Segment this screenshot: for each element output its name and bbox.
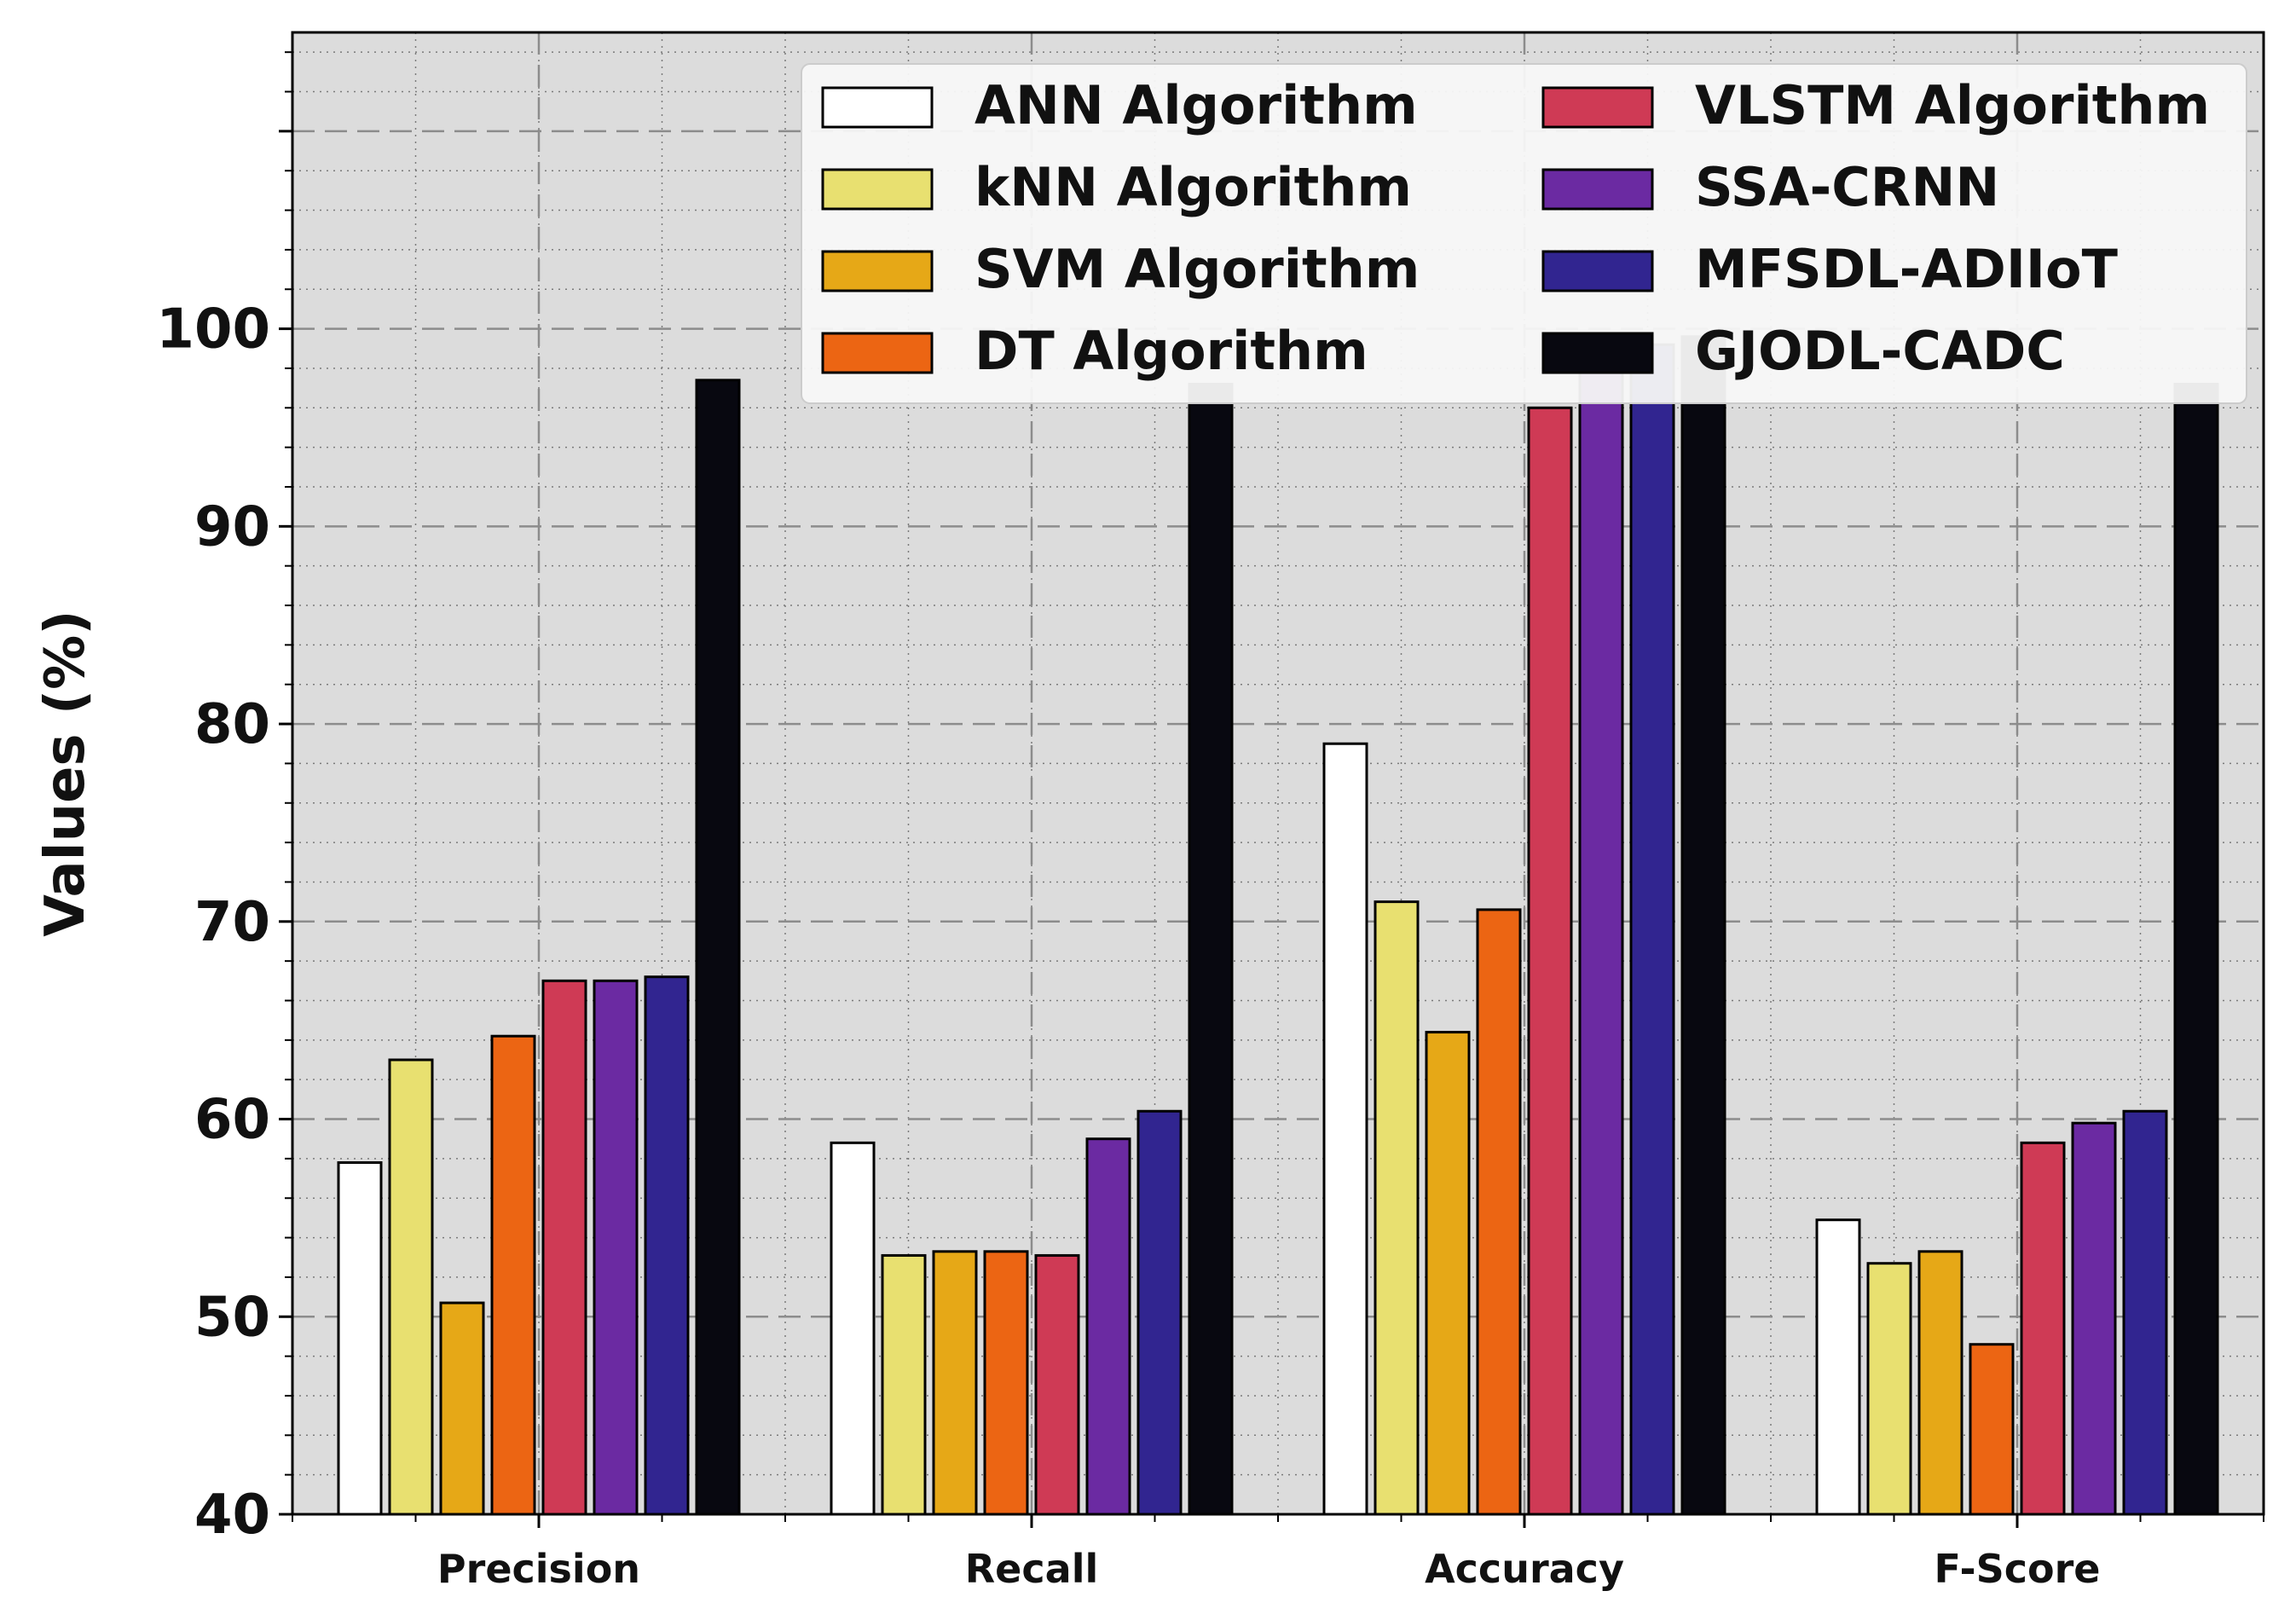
legend-label-ssa-crnn: SSA-CRNN bbox=[1695, 156, 1999, 218]
y-tick-label: 40 bbox=[194, 1484, 270, 1547]
bar-mfsdl-adiiot-precision bbox=[644, 975, 690, 1516]
bar-svm-algorithm-f-score bbox=[1917, 1250, 1963, 1516]
bar-mfsdl-adiiot-accuracy bbox=[1629, 343, 1675, 1516]
bar-ann-algorithm-recall bbox=[830, 1141, 876, 1516]
bar-ann-algorithm-precision bbox=[337, 1161, 383, 1516]
y-tick-label: 70 bbox=[194, 891, 270, 954]
bar-vlstm-algorithm-precision bbox=[541, 979, 587, 1516]
legend-label-vlstm-algorithm: VLSTM Algorithm bbox=[1695, 74, 2210, 136]
bar-dt-algorithm-precision bbox=[490, 1034, 536, 1516]
x-tick-label: Precision bbox=[437, 1546, 640, 1592]
legend-swatch-mfsdl-adiiot bbox=[1541, 250, 1654, 292]
bar-svm-algorithm-recall bbox=[932, 1250, 978, 1516]
legend-swatch-knn-algorithm bbox=[821, 168, 934, 211]
bar-gjodl-cadc-accuracy bbox=[1680, 335, 1726, 1516]
y-axis: 40 50 60 70 80 90 100 bbox=[156, 51, 292, 1547]
legend-swatch-dt-algorithm bbox=[821, 332, 934, 374]
bar-dt-algorithm-f-score bbox=[1969, 1343, 2015, 1516]
y-tick-label: 60 bbox=[194, 1089, 270, 1152]
bar-gjodl-cadc-precision bbox=[695, 379, 741, 1516]
bar-dt-algorithm-recall bbox=[983, 1250, 1029, 1516]
bar-dt-algorithm-accuracy bbox=[1476, 908, 1522, 1516]
bar-vlstm-algorithm-accuracy bbox=[1527, 406, 1573, 1516]
y-tick-label: 100 bbox=[156, 298, 270, 362]
x-axis: Precision Recall Accuracy F-Score bbox=[292, 1514, 2264, 1592]
bar-knn-algorithm-precision bbox=[388, 1058, 434, 1516]
bar-gjodl-cadc-recall bbox=[1188, 382, 1234, 1516]
y-tick-label: 80 bbox=[194, 693, 270, 756]
legend-swatch-ssa-crnn bbox=[1541, 168, 1654, 211]
bar-ssa-crnn-f-score bbox=[2071, 1121, 2117, 1516]
x-tick-label: F-Score bbox=[1935, 1546, 2101, 1592]
bars bbox=[337, 335, 2219, 1516]
bar-ssa-crnn-recall bbox=[1085, 1137, 1131, 1516]
y-tick-label: 90 bbox=[194, 495, 270, 558]
legend-swatch-svm-algorithm bbox=[821, 250, 934, 292]
bar-ann-algorithm-accuracy bbox=[1322, 742, 1368, 1516]
legend-label-knn-algorithm: kNN Algorithm bbox=[974, 156, 1412, 218]
legend-swatch-gjodl-cadc bbox=[1541, 332, 1654, 374]
bar-gjodl-cadc-f-score bbox=[2173, 382, 2219, 1516]
legend-swatch-ann-algorithm bbox=[821, 86, 934, 129]
legend: ANN Algorithm kNN Algorithm SVM Algorithm D… bbox=[801, 63, 2247, 404]
y-axis-label: Values (%) bbox=[34, 610, 97, 936]
bar-knn-algorithm-f-score bbox=[1866, 1262, 1912, 1516]
bar-knn-algorithm-recall bbox=[881, 1253, 927, 1516]
bar-vlstm-algorithm-recall bbox=[1034, 1253, 1080, 1516]
legend-box bbox=[801, 63, 2247, 404]
bar-mfsdl-adiiot-recall bbox=[1136, 1109, 1183, 1516]
bar-ann-algorithm-f-score bbox=[1815, 1218, 1861, 1516]
bar-svm-algorithm-accuracy bbox=[1425, 1031, 1471, 1516]
bar-ssa-crnn-precision bbox=[593, 979, 639, 1516]
y-tick-label: 50 bbox=[194, 1286, 270, 1349]
legend-label-mfsdl-adiiot: MFSDL-ADIIoT bbox=[1695, 238, 2118, 300]
bar-ssa-crnn-accuracy bbox=[1578, 350, 1624, 1516]
legend-label-gjodl-cadc: GJODL-CADC bbox=[1695, 320, 2065, 382]
bar-vlstm-algorithm-f-score bbox=[2020, 1141, 2066, 1516]
bar-knn-algorithm-accuracy bbox=[1374, 900, 1420, 1516]
x-tick-label: Accuracy bbox=[1425, 1546, 1624, 1592]
legend-label-svm-algorithm: SVM Algorithm bbox=[974, 238, 1420, 300]
legend-label-ann-algorithm: ANN Algorithm bbox=[974, 74, 1418, 136]
bar-svm-algorithm-precision bbox=[439, 1301, 485, 1516]
legend-label-dt-algorithm: DT Algorithm bbox=[974, 320, 1368, 382]
x-tick-label: Recall bbox=[965, 1546, 1098, 1592]
legend-swatch-vlstm-algorithm bbox=[1541, 86, 1654, 129]
bar-mfsdl-adiiot-f-score bbox=[2122, 1109, 2168, 1516]
